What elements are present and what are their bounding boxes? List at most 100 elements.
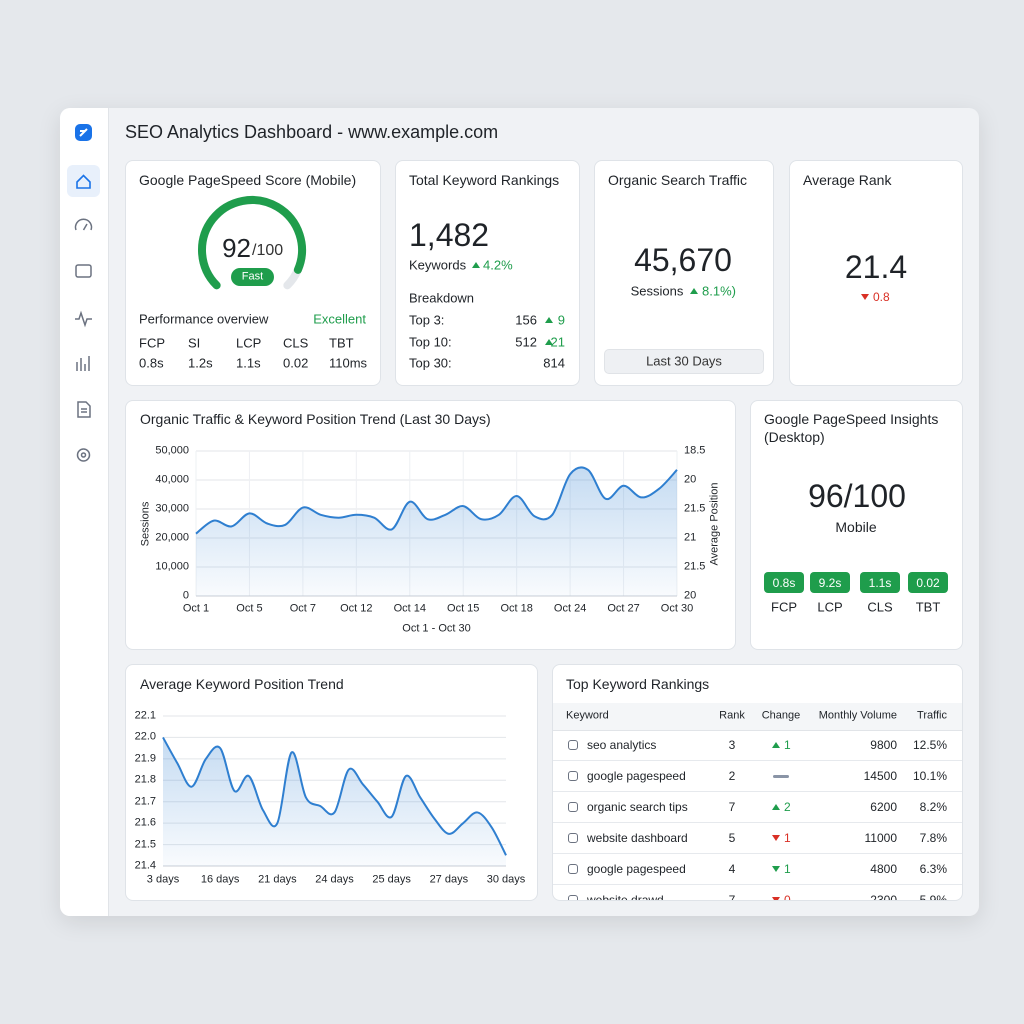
chart-title: Average Keyword Position Trend bbox=[140, 676, 344, 692]
card bbox=[594, 160, 774, 386]
volume: 6200 bbox=[870, 800, 897, 814]
x-tick-label: Oct 27 bbox=[607, 602, 640, 615]
row-icon bbox=[568, 895, 578, 900]
chip-value: 1.1s bbox=[868, 575, 892, 590]
keyword: google pagespeed bbox=[587, 862, 686, 876]
row-icon bbox=[568, 740, 578, 750]
kpi-label: Sessions bbox=[630, 283, 684, 299]
chip-name: CLS bbox=[867, 599, 893, 615]
y-tick-label: 21.6 bbox=[134, 816, 156, 829]
nav-settings-core[interactable] bbox=[80, 452, 87, 458]
metric-value: 1.1s bbox=[236, 355, 261, 371]
y-tick-label: 21.5 bbox=[134, 838, 156, 851]
nav-settings[interactable] bbox=[76, 448, 91, 462]
row-icon bbox=[568, 864, 578, 874]
chart-title: Organic Traffic & Keyword Position Trend… bbox=[140, 411, 491, 427]
rank: 7 bbox=[728, 800, 736, 814]
metric-name: SI bbox=[188, 335, 201, 351]
breakdown-label: Top 30: bbox=[409, 355, 452, 371]
nav-home[interactable] bbox=[67, 165, 100, 197]
trend-arrow bbox=[690, 288, 698, 294]
kpi-change: 8.1%) bbox=[702, 283, 736, 299]
nav-activity[interactable] bbox=[75, 310, 92, 328]
breakdown-change: 21 bbox=[550, 334, 565, 349]
big-number: 45,670 bbox=[634, 242, 732, 278]
rank: 7 bbox=[729, 894, 736, 900]
y2-tick-label: 21 bbox=[684, 531, 697, 544]
kpi-label: Keywords bbox=[409, 257, 467, 273]
y-tick-label: 21.7 bbox=[134, 795, 156, 808]
rank: 2 bbox=[728, 769, 736, 783]
x-tick-label: 24 days bbox=[315, 873, 354, 886]
chip-name: TBT bbox=[915, 599, 941, 615]
trend-arrow bbox=[772, 742, 780, 748]
card-title: Average Rank bbox=[803, 172, 892, 188]
card-title: Top Keyword Rankings bbox=[566, 676, 710, 692]
y2-tick-label: 18.5 bbox=[684, 444, 706, 457]
y-tick-label: 30,000 bbox=[155, 502, 189, 515]
x-tick-label: Oct 7 bbox=[289, 602, 317, 615]
change: 1 bbox=[784, 831, 791, 845]
kpi-change: 0.8 bbox=[873, 290, 890, 304]
big-number: 21.4 bbox=[844, 249, 908, 285]
row-divider bbox=[553, 760, 962, 761]
badge-text: Fast bbox=[241, 270, 264, 283]
logo[interactable] bbox=[75, 124, 92, 141]
y-tick-label: 22.0 bbox=[134, 730, 156, 743]
keyword: organic search tips bbox=[587, 800, 688, 814]
row-divider bbox=[553, 791, 962, 792]
kpi-change: 4.2% bbox=[483, 257, 513, 273]
metric-value: 1.2s bbox=[188, 355, 213, 371]
column-header: Change bbox=[761, 709, 801, 722]
y2-axis-label: Average Position bbox=[708, 482, 721, 565]
nav-pages[interactable] bbox=[75, 264, 92, 278]
change: 1 bbox=[784, 738, 791, 752]
metric-value: 0.8s bbox=[139, 355, 164, 371]
chip-name: FCP bbox=[771, 599, 797, 615]
area bbox=[163, 737, 506, 866]
badge bbox=[231, 268, 274, 286]
volume: 9800 bbox=[870, 738, 897, 752]
row-icon bbox=[568, 771, 578, 781]
card-title: Organic Search Traffic bbox=[608, 172, 748, 188]
nav-reports[interactable] bbox=[76, 356, 90, 371]
table-header bbox=[553, 703, 962, 731]
change: 1 bbox=[784, 862, 791, 876]
chip-value: 9.2s bbox=[818, 575, 842, 590]
breakdown-label: Top 10: bbox=[409, 334, 452, 349]
x-tick-label: 16 days bbox=[200, 873, 240, 886]
rank: 5 bbox=[728, 831, 736, 845]
nav-docs[interactable] bbox=[77, 401, 91, 418]
kpi-label: Mobile bbox=[835, 519, 877, 535]
y-tick-label: 10,000 bbox=[155, 560, 189, 573]
metric-chip bbox=[908, 572, 948, 593]
nav-speed[interactable] bbox=[74, 218, 93, 231]
metric-value: 110ms bbox=[329, 355, 368, 371]
button-text[interactable]: Last 30 Days bbox=[646, 353, 722, 369]
card bbox=[750, 400, 963, 650]
x-tick-label: 30 days bbox=[486, 873, 526, 886]
breakdown-value: 814 bbox=[543, 355, 565, 371]
x-tick-label: Oct 15 bbox=[447, 602, 480, 615]
breakdown-label: Top 3: bbox=[409, 312, 445, 328]
metric-chip bbox=[860, 572, 900, 593]
volume: 4800 bbox=[870, 862, 897, 876]
x-tick-label: Oct 24 bbox=[553, 602, 587, 615]
x-tick-label: Oct 1 bbox=[182, 602, 210, 615]
row-icon bbox=[568, 833, 578, 843]
trend-arrow bbox=[545, 317, 553, 323]
trend-arrow bbox=[772, 835, 780, 841]
metric-chip bbox=[810, 572, 850, 593]
row-icon bbox=[568, 802, 578, 812]
keyword: seo analytics bbox=[587, 738, 657, 752]
x-tick-label: Oct 5 bbox=[236, 602, 263, 615]
x-tick-label: Oct 18 bbox=[500, 602, 533, 615]
volume: 14500 bbox=[863, 769, 897, 783]
traffic: 7.8% bbox=[919, 831, 947, 845]
line bbox=[195, 466, 678, 535]
score: 92 bbox=[222, 233, 251, 263]
date-button[interactable] bbox=[604, 349, 764, 374]
page-title: SEO Analytics Dashboard - www.example.co… bbox=[125, 122, 499, 142]
traffic: 6.3% bbox=[919, 862, 947, 876]
